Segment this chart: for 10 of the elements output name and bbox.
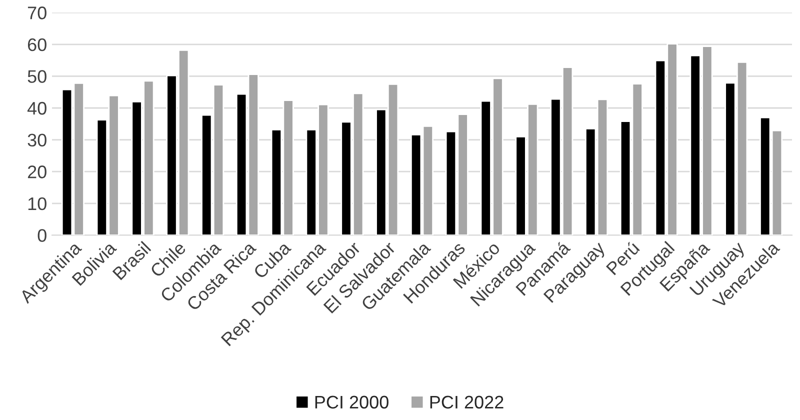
- y-tick-label: 40: [27, 102, 46, 115]
- y-tick-label: 70: [28, 6, 46, 20]
- y-tick-label: 10: [28, 197, 46, 210]
- legend-label: PCI 2022: [430, 396, 504, 409]
- legend-label: PCI 2000: [315, 396, 388, 409]
- y-tick-label: 20: [28, 166, 46, 178]
- y-tick-label: 30: [28, 134, 46, 147]
- y-tick-label: 50: [28, 70, 46, 83]
- y-tick-label: 0: [38, 229, 46, 242]
- y-tick-label: 60: [28, 38, 46, 52]
